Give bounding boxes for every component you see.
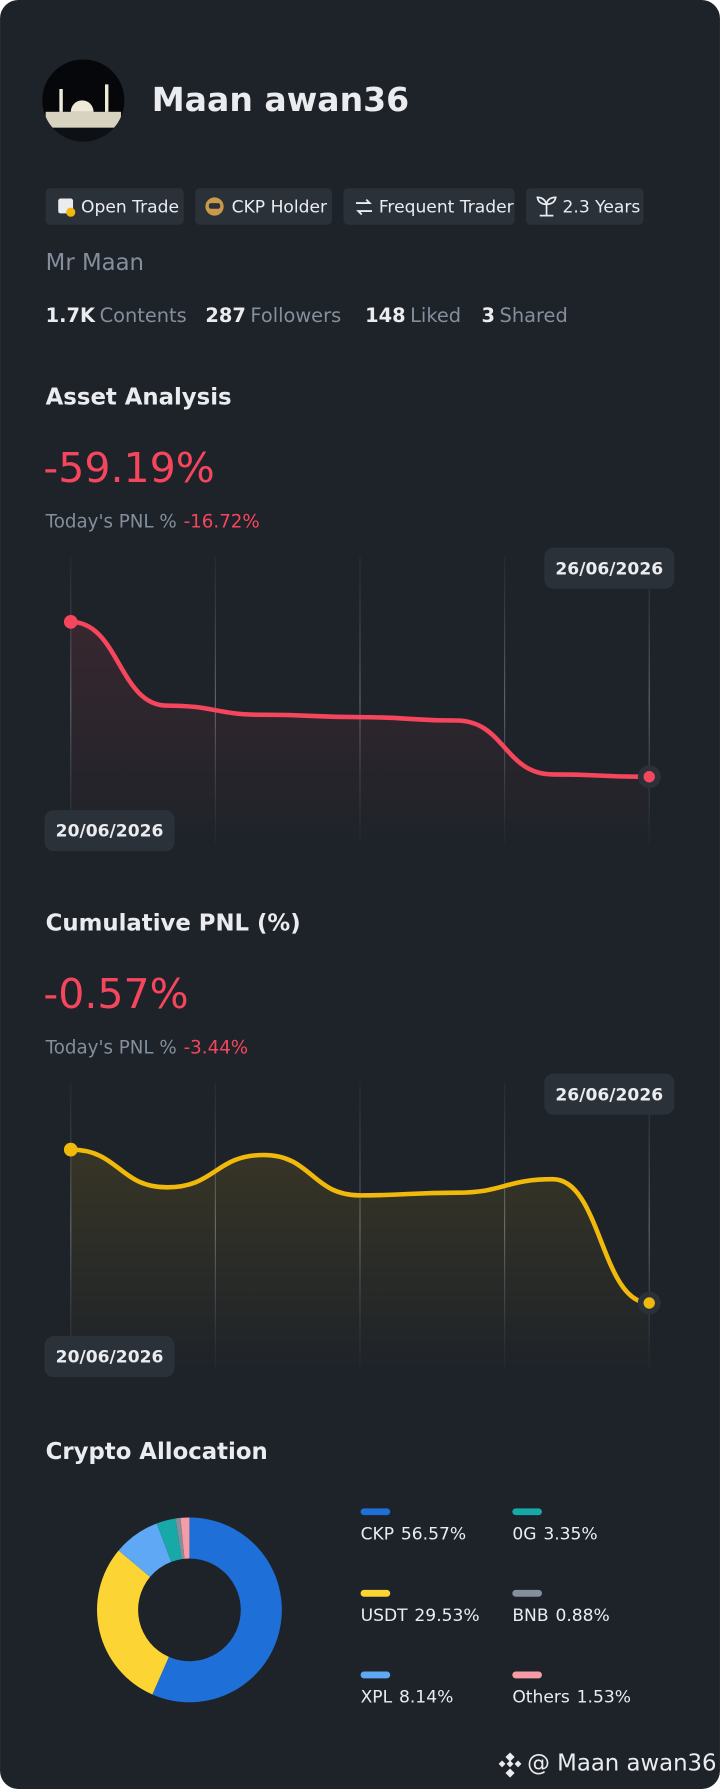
stat-label: Shared (500, 304, 568, 327)
date-pill-bg (544, 547, 675, 589)
footer: @ Maan awan36 (498, 1750, 717, 1778)
badge-label: Open Trade (81, 198, 179, 218)
date-pill: 26/06/2026 (544, 1073, 675, 1115)
legend-name: XPL (361, 1688, 393, 1708)
donut-slice (152, 1517, 282, 1703)
profile-name: Maan awan36 (152, 80, 409, 119)
badge-label: 2.3 Years (563, 198, 641, 218)
donut-slice (180, 1517, 190, 1559)
badge: Open Trade (45, 188, 184, 225)
badge-label: Frequent Trader (379, 198, 515, 218)
legend-value: 0.88% (555, 1606, 609, 1626)
legend-value: 56.57% (401, 1525, 466, 1545)
end-point (643, 771, 655, 783)
legend-name: USDT (361, 1606, 409, 1626)
legend-entry: Others 1.53% (512, 1688, 631, 1708)
donut-slice (118, 1523, 172, 1577)
legend-value: 1.53% (577, 1688, 631, 1708)
legend-name: BNB (512, 1606, 548, 1626)
stat-value: 3 (482, 304, 495, 327)
badge: Frequent Trader (343, 188, 515, 225)
vertical-guide (504, 556, 506, 845)
display-name: Mr Maan (46, 250, 144, 276)
legend-name: CKP (361, 1525, 394, 1545)
date-label: 20/06/2026 (56, 822, 164, 842)
pnl-line (68, 619, 652, 780)
legend-swatch (360, 1589, 391, 1597)
legend-entry: XPL 8.14% (361, 1688, 454, 1708)
area-fill (70, 621, 650, 845)
date-label: 26/06/2026 (555, 559, 663, 579)
legend-swatch (360, 1508, 391, 1516)
legend-entry: USDT 29.53% (361, 1606, 480, 1626)
section-title: Asset Analysis (46, 385, 232, 411)
start-point (63, 615, 78, 629)
date-label: 20/06/2026 (56, 1348, 164, 1368)
today-label: Today's PNL % (45, 512, 177, 533)
stat-label: Contents (100, 304, 187, 327)
stats: 1.7K Contents 287 Followers 148 Liked 3 Shared (46, 304, 568, 327)
stat-value: 287 (205, 304, 245, 327)
legend-swatch (512, 1671, 542, 1679)
charts: Asset Analysis -59.19% Today's PNL % -16.72… (43, 385, 675, 1378)
stat-value: 148 (365, 304, 405, 327)
date-pill: 26/06/2026 (544, 547, 675, 589)
pnl-line (68, 1147, 652, 1306)
date-label: 26/06/2026 (555, 1085, 663, 1105)
today-pnl: Today's PNL % -3.44% (45, 1038, 248, 1059)
allocation: Crypto Allocation CKP 56.57% USDT 29.53% XPL 8… (46, 1439, 631, 1708)
stat: 287 Followers (205, 304, 341, 327)
end-point (643, 1297, 655, 1309)
legend-entry: BNB 0.88% (512, 1606, 609, 1626)
badge: 2.3 Years (526, 188, 644, 225)
stat-value: 1.7K (46, 304, 96, 327)
today-value: -3.44% (184, 1038, 249, 1059)
date-pill: 20/06/2026 (44, 810, 175, 852)
legend-name: Others (512, 1688, 570, 1708)
badge: CKP Holder (195, 188, 333, 225)
footer-handle: @ Maan awan36 (527, 1750, 716, 1776)
stat: 148 Liked (365, 304, 461, 327)
legend-swatch (360, 1671, 391, 1679)
legend-name: 0G (512, 1525, 536, 1545)
legend-entry: CKP 56.57% (361, 1525, 467, 1545)
date-pill-bg (44, 1336, 175, 1378)
today-label: Today's PNL % (45, 1038, 177, 1059)
start-point (63, 1142, 78, 1157)
section-title: Cumulative PNL (%) (46, 911, 301, 937)
badge-label: CKP Holder (232, 198, 328, 218)
today-value: -16.72% (184, 512, 260, 533)
legend-value: 8.14% (399, 1688, 453, 1708)
vertical-guide (648, 556, 650, 845)
area-fill (70, 1149, 650, 1371)
legend-swatch (512, 1589, 542, 1597)
legend-swatch (512, 1508, 542, 1516)
donut-slice (97, 1550, 169, 1695)
vertical-guide (214, 556, 216, 845)
vertical-guide (359, 556, 361, 845)
stat: 1.7K Contents (46, 304, 187, 327)
legend-entry: 0G 3.35% (512, 1525, 597, 1545)
stat: 3 Shared (482, 304, 568, 327)
avatar (42, 59, 125, 142)
donut-slice (156, 1518, 182, 1562)
date-pill-bg (544, 1073, 675, 1115)
vertical-guide (648, 1082, 650, 1371)
legend-value: 3.35% (543, 1525, 597, 1545)
stat-label: Liked (410, 304, 461, 327)
date-pill-bg (44, 810, 175, 852)
section-title: Crypto Allocation (46, 1439, 268, 1465)
headline-pnl: -59.19% (43, 444, 214, 492)
stat-label: Followers (250, 304, 341, 327)
date-pill: 20/06/2026 (44, 1336, 175, 1378)
today-pnl: Today's PNL % -16.72% (45, 512, 260, 533)
legend-value: 29.53% (414, 1606, 479, 1626)
headline-pnl: -0.57% (43, 970, 188, 1018)
donut-slice (175, 1517, 185, 1560)
